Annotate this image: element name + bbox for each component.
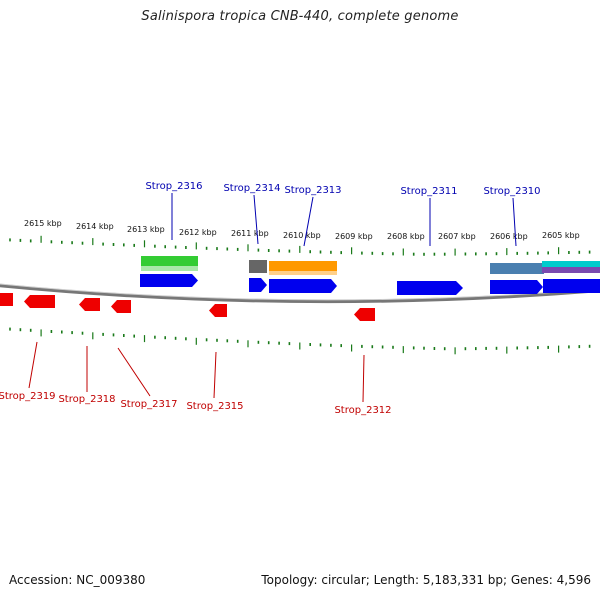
gene-arrow-reverse[interactable] — [79, 298, 100, 311]
map-title: Salinispora tropica CNB-440, complete ge… — [141, 9, 459, 24]
kbp-scale: 2615 kbp 2614 kbp 2613 kbp 2612 kbp 2611… — [24, 219, 580, 241]
callout-line — [117, 347, 151, 397]
callout-line — [253, 194, 259, 245]
ticks-top-row — [9, 235, 591, 256]
gene-arrow-forward[interactable] — [269, 279, 337, 293]
gene-label[interactable]: Strop_2316 — [145, 181, 202, 192]
kbp-label: 2609 kbp — [335, 232, 373, 241]
genome-backbone-highlight — [0, 283, 600, 301]
feature-block-orange[interactable] — [269, 261, 337, 271]
gene-arrow-forward[interactable] — [397, 281, 463, 295]
gene-callout-lines — [28, 193, 517, 403]
feature-block-green-shade — [141, 266, 198, 271]
callout-line — [303, 196, 314, 247]
feature-block-cyan[interactable] — [542, 261, 600, 268]
feature-block-orange-shade — [269, 271, 337, 275]
gene-arrow-reverse[interactable] — [24, 295, 55, 308]
feature-track — [141, 256, 600, 275]
kbp-label: 2611 kbp — [231, 229, 269, 238]
kbp-label: 2612 kbp — [179, 228, 217, 237]
gene-arrow-reverse[interactable] — [111, 300, 131, 313]
feature-block-green[interactable] — [141, 256, 198, 266]
gene-label[interactable]: Strop_2313 — [284, 185, 341, 196]
gene-labels-bottom: Strop_2319 Strop_2318 Strop_2317 Strop_2… — [0, 391, 392, 416]
kbp-label: 2610 kbp — [283, 231, 321, 240]
callout-line — [213, 351, 217, 399]
genome-backbone — [0, 283, 600, 304]
gene-arrow-forward[interactable] — [490, 280, 543, 294]
feature-block-steelblue[interactable] — [490, 263, 544, 274]
gene-arrow-reverse[interactable] — [0, 293, 13, 306]
kbp-label: 2613 kbp — [127, 225, 165, 234]
gene-labels-top: Strop_2316 Strop_2314 Strop_2313 Strop_2… — [145, 181, 540, 197]
kbp-label: 2615 kbp — [24, 219, 62, 228]
gene-label[interactable]: Strop_2312 — [334, 405, 391, 416]
accession-text: Accession: NC_009380 — [9, 573, 146, 587]
gene-arrow-reverse[interactable] — [354, 308, 375, 321]
gene-label[interactable]: Strop_2317 — [120, 399, 177, 410]
kbp-label: 2607 kbp — [438, 232, 476, 241]
gene-label[interactable]: Strop_2310 — [483, 186, 540, 197]
reverse-genes — [0, 293, 375, 321]
gene-label[interactable]: Strop_2319 — [0, 391, 56, 402]
callout-line — [362, 354, 365, 403]
kbp-label: 2608 kbp — [387, 232, 425, 241]
genome-stats-text: Topology: circular; Length: 5,183,331 bp… — [261, 573, 591, 587]
gene-arrow-forward[interactable] — [140, 274, 198, 287]
gene-label[interactable]: Strop_2318 — [58, 394, 115, 405]
callout-line — [512, 197, 517, 247]
gene-arrow-forward[interactable] — [249, 278, 267, 292]
kbp-label: 2605 kbp — [542, 231, 580, 240]
gene-label[interactable]: Strop_2311 — [400, 186, 457, 197]
feature-block-violet[interactable] — [542, 267, 600, 273]
ticks-bottom-row — [9, 327, 591, 355]
feature-block-gray[interactable] — [249, 260, 267, 273]
forward-genes — [140, 274, 600, 295]
kbp-label: 2614 kbp — [76, 222, 114, 231]
callout-line — [28, 341, 38, 389]
kbp-label: 2606 kbp — [490, 232, 528, 241]
gene-arrow-forward[interactable] — [543, 279, 600, 293]
gene-label[interactable]: Strop_2315 — [186, 401, 243, 412]
gene-arrow-reverse[interactable] — [209, 304, 227, 317]
gene-label[interactable]: Strop_2314 — [223, 183, 280, 194]
